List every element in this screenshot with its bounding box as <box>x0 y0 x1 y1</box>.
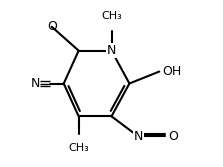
Text: O: O <box>168 130 178 143</box>
Text: N: N <box>31 77 40 90</box>
Text: OH: OH <box>162 65 182 78</box>
Text: CH₃: CH₃ <box>68 143 89 153</box>
Text: CH₃: CH₃ <box>101 11 122 21</box>
Text: N: N <box>107 44 116 57</box>
Text: N: N <box>134 130 143 143</box>
Text: O: O <box>47 20 57 33</box>
